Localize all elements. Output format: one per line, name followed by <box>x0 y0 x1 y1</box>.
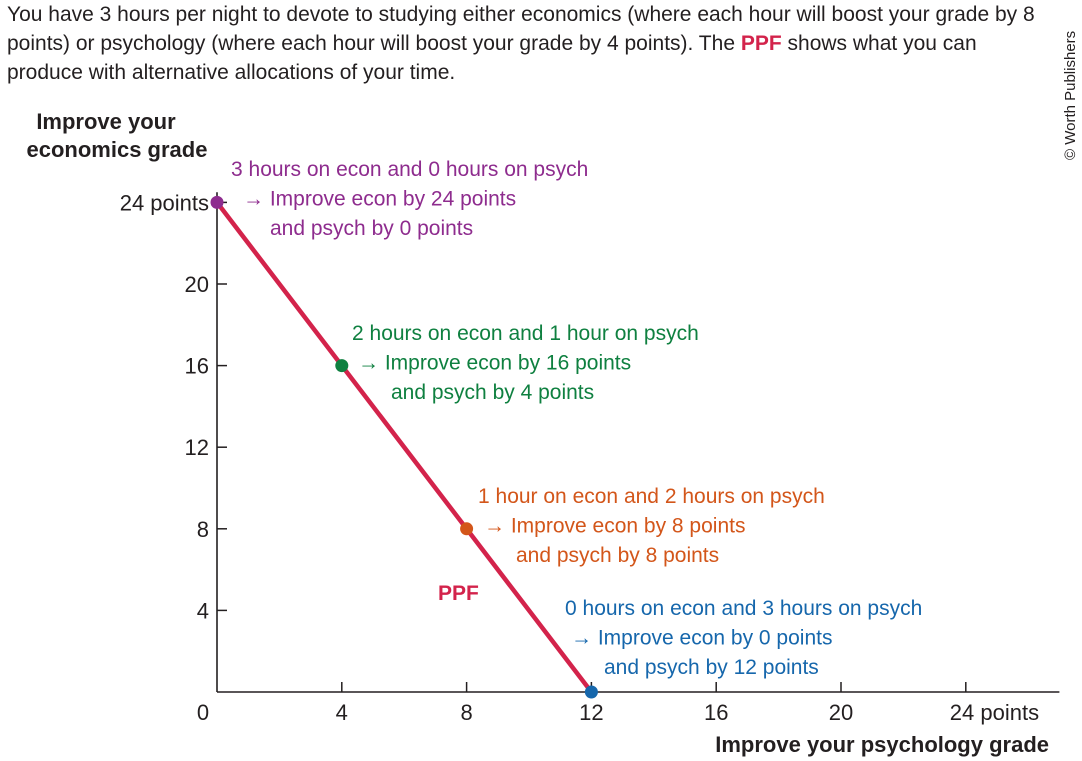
point-annotation-line: and psych by 4 points <box>391 381 594 404</box>
y-tick-label: 12 <box>185 435 209 460</box>
y-tick-label: 16 <box>185 354 209 379</box>
intro-ppf-highlight: PPF <box>740 32 782 55</box>
point-annotation-line: → Improve econ by 16 points <box>358 352 631 375</box>
allocation-point <box>584 685 598 699</box>
intro-text-after: shows what you can produce with alternat… <box>7 32 977 84</box>
point-annotation-line: and psych by 8 points <box>516 544 719 567</box>
x-tick-label: 12 <box>579 700 603 725</box>
point-annotation-line: 0 hours on econ and 3 hours on psych <box>565 597 922 620</box>
point-annotation-line: 2 hours on econ and 1 hour on psych <box>352 322 699 345</box>
x-axis-title: Improve your psychology grade <box>715 732 1049 757</box>
y-axis-title-line2: economics grade <box>27 137 208 162</box>
x-tick-label: 0 <box>197 700 209 725</box>
ppf-line <box>214 200 594 695</box>
intro-paragraph: You have 3 hours per night to devote to … <box>7 0 1037 87</box>
y-tick-label: 20 <box>185 272 209 297</box>
point-annotation-line: 1 hour on econ and 2 hours on psych <box>478 485 825 508</box>
intro-text-before: You have 3 hours per night to devote to … <box>7 3 1035 55</box>
y-tick-label: 4 <box>197 598 209 623</box>
x-tick-label: 20 <box>829 700 853 725</box>
x-tick-label: 4 <box>336 700 348 725</box>
y-tick-label: 24 points <box>120 190 209 215</box>
x-tick-label: 8 <box>460 700 472 725</box>
point-annotation-line: and psych by 12 points <box>604 656 819 679</box>
y-tick-label: 8 <box>197 517 209 542</box>
point-annotation-line: and psych by 0 points <box>270 217 473 240</box>
point-annotation-line: → Improve econ by 24 points <box>243 188 516 211</box>
y-axis-title-line1: Improve your <box>36 109 176 134</box>
point-annotation-line: → Improve econ by 8 points <box>484 515 745 538</box>
x-tick-label: 16 <box>704 700 728 725</box>
allocation-point <box>460 522 474 536</box>
allocation-point <box>210 195 224 209</box>
point-annotation-line: → Improve econ by 0 points <box>571 627 832 650</box>
allocation-point <box>335 359 349 373</box>
ppf-label: PPF <box>438 582 479 605</box>
point-annotation-line: 3 hours on econ and 0 hours on psych <box>231 158 588 181</box>
x-tick-label: 24 points <box>950 700 1039 725</box>
